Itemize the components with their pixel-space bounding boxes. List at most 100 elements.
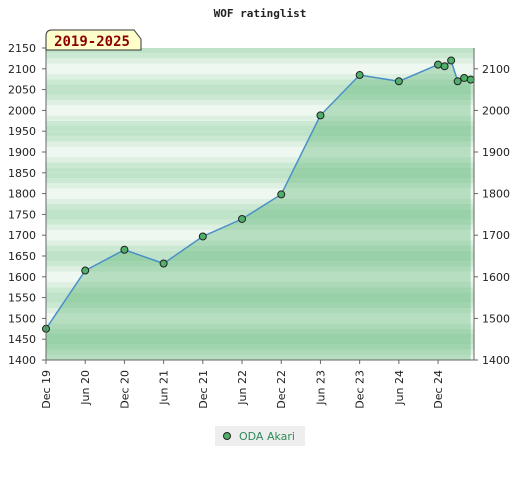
background-band xyxy=(46,256,474,262)
background-band xyxy=(46,308,474,314)
series-points xyxy=(42,56,475,333)
legend-label: ODA Akari xyxy=(239,430,295,443)
data-point xyxy=(453,77,462,86)
background-band xyxy=(46,323,474,329)
data-point xyxy=(434,60,443,69)
background-band xyxy=(46,183,474,189)
background-band xyxy=(46,110,474,116)
background-band xyxy=(46,157,474,163)
x-tick-label: Dec 22 xyxy=(275,370,288,409)
x-tick-label: Jun 22 xyxy=(236,370,249,406)
background-band xyxy=(46,94,474,100)
y-left-tick-label: 2100 xyxy=(8,63,36,76)
background-band xyxy=(46,48,474,54)
background-band xyxy=(46,131,474,137)
background-band xyxy=(46,344,474,350)
y-left-tick-label: 1700 xyxy=(8,229,36,242)
chart-title: WOF ratinglist xyxy=(214,7,307,20)
y-right-tick-label: 2000 xyxy=(482,104,510,117)
background-band xyxy=(46,224,474,230)
data-point xyxy=(355,71,364,80)
y-right-tick-label: 1900 xyxy=(482,146,510,159)
background-band xyxy=(46,230,474,236)
background-band xyxy=(46,58,474,64)
background-band xyxy=(46,79,474,85)
data-point xyxy=(460,73,469,82)
background-band xyxy=(46,167,474,173)
background-band xyxy=(46,282,474,288)
background-band xyxy=(46,214,474,220)
data-point xyxy=(440,62,449,71)
background-band xyxy=(46,354,474,360)
y-right-tick-label: 1500 xyxy=(482,312,510,325)
legend: ODA Akari xyxy=(215,426,305,446)
x-tick-label: Jun 23 xyxy=(314,370,327,406)
data-point xyxy=(198,232,207,241)
y-left-tick-label: 2150 xyxy=(8,42,36,55)
data-point xyxy=(394,77,403,86)
y-left-tick-label: 1800 xyxy=(8,188,36,201)
background-band xyxy=(46,245,474,251)
background-band xyxy=(46,63,474,69)
background-band xyxy=(46,266,474,272)
x-tick-label: Dec 23 xyxy=(354,370,367,409)
legend-marker xyxy=(223,432,231,440)
background-band xyxy=(46,74,474,80)
data-point xyxy=(316,111,325,120)
background-band xyxy=(46,271,474,277)
y-right-tick-label: 2100 xyxy=(482,63,510,76)
background-band xyxy=(46,68,474,74)
background-band xyxy=(46,89,474,95)
y-left-tick-label: 1650 xyxy=(8,250,36,263)
background-band xyxy=(46,318,474,324)
x-tick-label: Jun 24 xyxy=(393,370,406,406)
period-badge-text: 2019-2025 xyxy=(54,34,130,50)
data-point xyxy=(159,259,168,268)
y-left-tick-label: 1550 xyxy=(8,292,36,305)
data-point xyxy=(238,214,247,223)
background-band xyxy=(46,261,474,267)
y-left-tick-label: 2050 xyxy=(8,84,36,97)
y-left-tick-label: 1950 xyxy=(8,125,36,138)
background-band xyxy=(46,204,474,210)
background-band xyxy=(46,146,474,152)
background-bands xyxy=(46,48,474,360)
background-band xyxy=(46,162,474,168)
x-tick-label: Jun 21 xyxy=(158,370,171,406)
legend-box xyxy=(215,426,305,446)
y-left-tick-label: 1450 xyxy=(8,333,36,346)
background-band xyxy=(46,292,474,298)
background-band xyxy=(46,152,474,158)
background-band xyxy=(46,198,474,204)
y-right-tick-label: 1600 xyxy=(482,271,510,284)
x-tick-label: Dec 24 xyxy=(432,370,445,409)
period-badge: 2019-2025 xyxy=(45,29,142,51)
y-left-tick-label: 1900 xyxy=(8,146,36,159)
y-right-tick-label: 1400 xyxy=(482,354,510,367)
x-tick-label: Jun 20 xyxy=(79,370,92,406)
background-band xyxy=(46,334,474,340)
background-band xyxy=(46,126,474,132)
data-point xyxy=(120,245,129,254)
background-band xyxy=(46,328,474,334)
y-right-tick-label: 1800 xyxy=(482,188,510,201)
background-band xyxy=(46,339,474,345)
background-band xyxy=(46,276,474,282)
background-band xyxy=(46,297,474,303)
series-area xyxy=(46,60,471,360)
x-tick-label: Dec 19 xyxy=(40,370,53,409)
y-left-tick-label: 1500 xyxy=(8,312,36,325)
y-left-tick-label: 1750 xyxy=(8,208,36,221)
y-left-tick-label: 1400 xyxy=(8,354,36,367)
background-band xyxy=(46,84,474,90)
data-point xyxy=(447,56,456,65)
background-band xyxy=(46,172,474,178)
y-left-tick-label: 2000 xyxy=(8,104,36,117)
background-band xyxy=(46,235,474,241)
background-band xyxy=(46,136,474,142)
background-band xyxy=(46,120,474,126)
background-band xyxy=(46,188,474,194)
background-band xyxy=(46,193,474,199)
background-band xyxy=(46,302,474,308)
